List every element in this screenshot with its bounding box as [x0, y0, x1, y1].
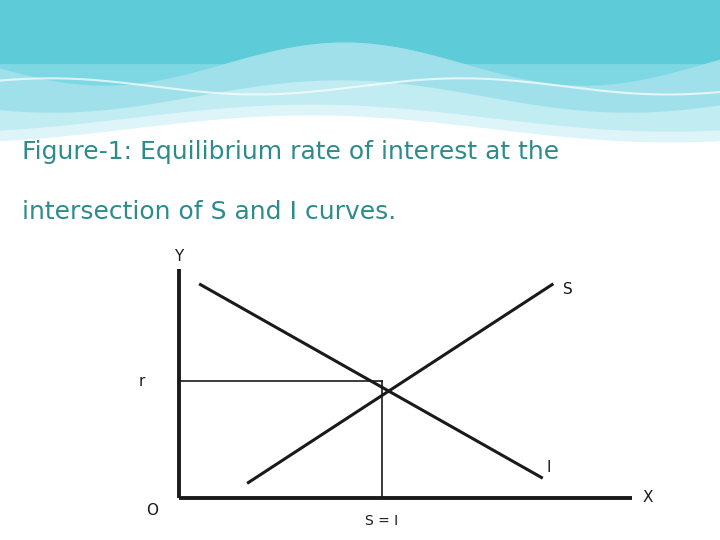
- Text: intersection of S and I curves.: intersection of S and I curves.: [22, 200, 396, 224]
- Text: r: r: [139, 374, 145, 388]
- Bar: [0, 97, 720, 540]
- Text: O: O: [146, 503, 158, 518]
- Text: Y: Y: [174, 249, 184, 264]
- Text: S = I: S = I: [365, 514, 398, 528]
- Text: S: S: [563, 282, 572, 297]
- Text: I: I: [546, 460, 552, 475]
- Text: X: X: [643, 490, 653, 505]
- Text: Figure-1: Equilibrium rate of interest at the: Figure-1: Equilibrium rate of interest a…: [22, 140, 559, 164]
